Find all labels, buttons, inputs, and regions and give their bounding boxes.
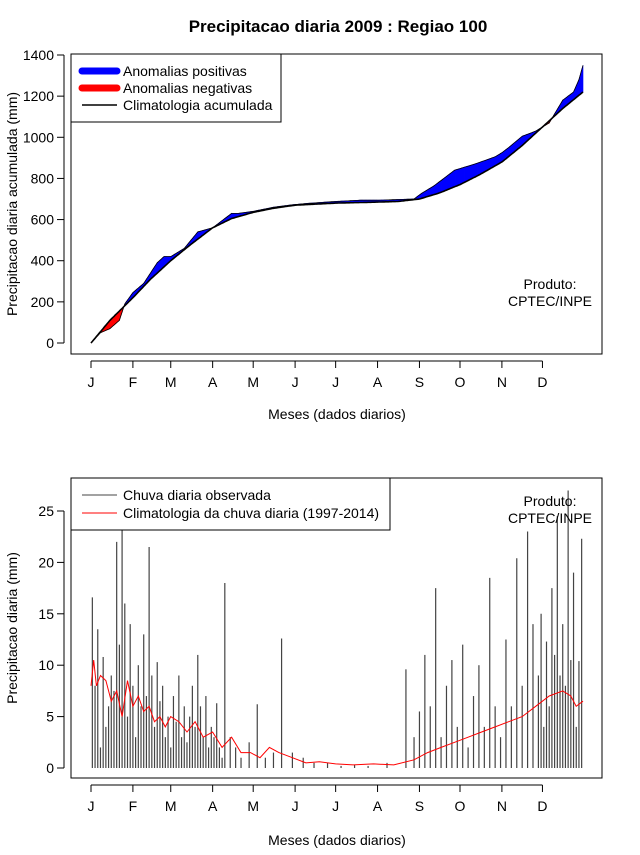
legend-label-daily-climatology: Climatologia da chuva diaria (1997-2014) (123, 505, 379, 521)
legend-label-positive: Anomalias positivas (123, 63, 247, 79)
cumulative-x-tick-label: D (537, 374, 547, 390)
cumulative-x-tick-label: N (497, 374, 507, 390)
chart-title: Precipitacao diaria 2009 : Regiao 100 (189, 17, 488, 36)
daily-climatology-line (90, 660, 584, 766)
cumulative-product-label: Produto: (524, 276, 577, 292)
cumulative-x-tick-label: J (292, 374, 299, 390)
daily-legend-box (70, 477, 391, 531)
daily-y-tick-label: 0 (46, 760, 54, 776)
daily-x-tick-label: M (165, 798, 177, 814)
cumulative-legend: Anomalias positivas Anomalias negativas … (70, 53, 282, 123)
observed-cumulative-line (90, 65, 584, 344)
cumulative-y-tick-label: 0 (46, 335, 54, 351)
daily-x-tick-label: F (129, 798, 138, 814)
cumulative-y-tick-label: 1000 (23, 129, 54, 145)
daily-x-tick-label: A (373, 798, 383, 814)
daily-x-tick-label: J (332, 798, 339, 814)
daily-panel: 0 5 10 15 20 25 J F M A M J J A S O N D Meses (dados dia… (4, 477, 603, 848)
cumulative-plot-frame (70, 53, 603, 355)
cumulative-y-label: Precipitacao diaria acumulada (mm) (4, 92, 20, 316)
cumulative-y-tick-label: 200 (31, 294, 55, 310)
daily-legend: Chuva diaria observada Climatologia da c… (70, 477, 391, 531)
climatology-cumulative-line (90, 91, 584, 344)
cumulative-y-tick-label: 600 (31, 212, 55, 228)
cumulative-y-tick-label: 1200 (23, 88, 54, 104)
daily-y-tick-label: 25 (38, 503, 54, 519)
cumulative-x-tick-label: J (332, 374, 339, 390)
cumulative-product-source: CPTEC/INPE (508, 293, 592, 309)
daily-y-tick-label: 5 (46, 709, 54, 725)
cumulative-x-tick-label: F (129, 374, 138, 390)
daily-x-tick-label: J (88, 798, 95, 814)
cumulative-x-tick-label: O (455, 374, 466, 390)
daily-y-tick-label: 10 (38, 657, 54, 673)
legend-label-climatology: Climatologia acumulada (123, 97, 273, 113)
daily-x-tick-label: D (537, 798, 547, 814)
cumulative-y-axis: 0 200 400 600 800 1000 1200 1400 (23, 47, 65, 351)
daily-product-source: CPTEC/INPE (508, 510, 592, 526)
daily-x-label: Meses (dados diarios) (268, 832, 406, 848)
daily-product-label: Produto: (524, 493, 577, 509)
daily-x-tick-label: N (497, 798, 507, 814)
daily-marks (90, 490, 584, 768)
legend-label-negative: Anomalias negativas (123, 80, 252, 96)
cumulative-x-tick-label: M (247, 374, 259, 390)
legend-label-observed: Chuva diaria observada (123, 487, 271, 503)
daily-y-axis: 0 5 10 15 20 25 (38, 503, 65, 776)
cumulative-panel: 0 200 400 600 800 1000 1200 1400 J F M A M J J A S O N D M… (4, 47, 603, 422)
cumulative-x-tick-label: S (415, 374, 424, 390)
cumulative-y-tick-label: 800 (31, 170, 55, 186)
cumulative-x-tick-label: A (208, 374, 218, 390)
cumulative-y-tick-label: 400 (31, 253, 55, 269)
cumulative-x-tick-label: A (373, 374, 383, 390)
daily-x-tick-label: S (415, 798, 424, 814)
cumulative-x-tick-label: M (165, 374, 177, 390)
daily-x-tick-label: A (208, 798, 218, 814)
cumulative-x-label: Meses (dados diarios) (268, 406, 406, 422)
cumulative-marks (90, 65, 584, 344)
cumulative-x-tick-label: J (88, 374, 95, 390)
daily-x-tick-label: O (455, 798, 466, 814)
cumulative-y-tick-label: 1400 (23, 47, 54, 63)
daily-y-label: Precipitacao diaria (mm) (4, 552, 20, 704)
daily-x-tick-label: J (292, 798, 299, 814)
daily-y-tick-label: 15 (38, 606, 54, 622)
daily-y-tick-label: 20 (38, 554, 54, 570)
daily-x-tick-label: M (247, 798, 259, 814)
